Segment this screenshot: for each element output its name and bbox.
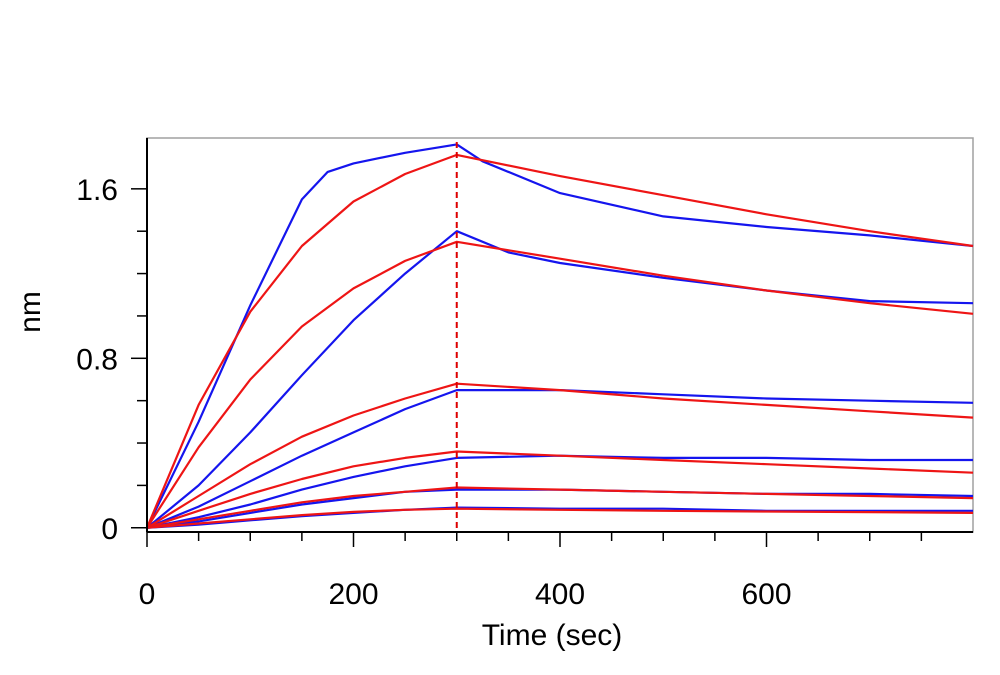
fit-series-line-6 [146, 382, 974, 529]
series-layer [145, 143, 974, 529]
y-tick-label: 0 [101, 513, 118, 546]
tick-layer: 0 200 400 600 0 0.8 1.6 [76, 174, 923, 611]
fit-series-line-4 [146, 240, 974, 529]
fit-series-line-12 [146, 507, 974, 529]
y-tick-label: 1.6 [76, 174, 118, 207]
plot-area-frame [146, 137, 974, 533]
x-tick-label: 0 [139, 578, 156, 611]
x-tick-label: 600 [741, 578, 791, 611]
x-tick-label: 400 [535, 578, 585, 611]
y-axis-title: nm [14, 291, 47, 333]
measured-series-line-1 [146, 143, 974, 529]
x-tick-label: 200 [328, 578, 378, 611]
y-tick-label: 0.8 [76, 343, 118, 376]
fit-series-line-10 [146, 486, 974, 529]
measured-series-line-7 [146, 454, 973, 529]
fit-series-line-2 [145, 153, 974, 529]
x-axis-title: Time (sec) [482, 619, 623, 652]
measured-series-line-5 [146, 389, 974, 529]
fit-series-line-8 [146, 450, 974, 529]
